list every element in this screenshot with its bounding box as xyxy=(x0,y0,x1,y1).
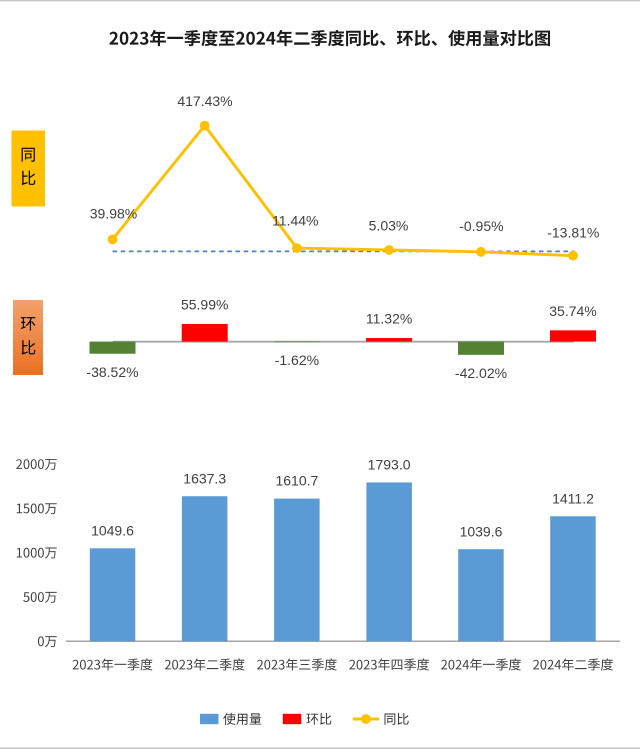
svg-text:417.43%: 417.43% xyxy=(177,93,232,109)
svg-text:-1.62%: -1.62% xyxy=(275,352,319,368)
svg-text:1049.6: 1049.6 xyxy=(91,522,134,538)
svg-text:5.03%: 5.03% xyxy=(369,218,409,234)
svg-text:11.32%: 11.32% xyxy=(366,311,412,327)
svg-text:1610.7: 1610.7 xyxy=(275,473,318,489)
svg-text:1637.3: 1637.3 xyxy=(183,470,226,486)
svg-text:1411.2: 1411.2 xyxy=(552,490,594,506)
svg-text:-0.95%: -0.95% xyxy=(459,218,503,234)
svg-text:1039.6: 1039.6 xyxy=(460,523,503,539)
svg-text:35.74%: 35.74% xyxy=(549,303,596,319)
svg-text:39.98%: 39.98% xyxy=(90,206,137,222)
svg-text:11.44%: 11.44% xyxy=(272,212,318,228)
svg-text:55.99%: 55.99% xyxy=(181,297,228,313)
svg-text:-42.02%: -42.02% xyxy=(455,365,507,381)
svg-text:1793.0: 1793.0 xyxy=(368,457,411,473)
svg-text:-38.52%: -38.52% xyxy=(86,364,138,380)
svg-text:-13.81%: -13.81% xyxy=(547,225,599,241)
